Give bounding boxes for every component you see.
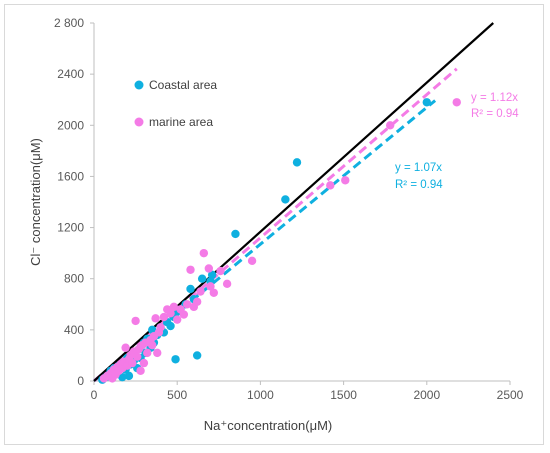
data-point	[281, 195, 290, 204]
trend-r2-coastal: R² = 0.94	[395, 179, 443, 191]
data-point	[231, 229, 240, 239]
data-point	[196, 287, 205, 296]
data-point	[199, 248, 209, 258]
trend-equation-coastal: y = 1.07x	[395, 162, 442, 174]
y-tick-label: 800	[64, 272, 84, 286]
x-tick-label: 2000	[413, 388, 440, 402]
legend-label-coastal: Coastal area	[149, 78, 217, 92]
legend-marker-marine	[134, 117, 144, 127]
data-point	[216, 266, 225, 276]
data-point	[192, 351, 202, 360]
data-point	[131, 316, 140, 326]
legend-marker-coastal	[134, 80, 144, 90]
data-point	[139, 358, 149, 368]
data-point	[341, 176, 350, 185]
data-point	[166, 321, 175, 331]
data-point	[192, 297, 202, 306]
data-point	[118, 372, 127, 382]
legend: Coastal area marine area	[134, 78, 217, 129]
annotation-coastal: y = 1.07x R² = 0.94	[395, 162, 443, 191]
data-point	[128, 358, 137, 368]
reference-line	[93, 22, 494, 382]
data-point	[326, 181, 335, 190]
data-point	[148, 341, 157, 350]
y-tick-label: 400	[64, 323, 84, 337]
data-point	[169, 302, 179, 312]
data-point	[222, 279, 232, 289]
data-point	[121, 343, 130, 352]
trend-r2-marine: R² = 0.94	[471, 108, 519, 120]
annotation-marine: y = 1.12x R² = 0.94	[471, 92, 519, 120]
data-point	[206, 282, 215, 291]
axes	[90, 22, 511, 385]
data-point	[292, 158, 302, 167]
x-tick-label: 1000	[247, 388, 274, 402]
data-point	[204, 264, 214, 273]
data-point	[171, 355, 180, 364]
chart-frame: 0 500 1000 1500 2000 2500 0 400 800 1200 1600 2000…	[4, 4, 544, 445]
x-tick-labels: 0 500 1000 1500 2000 2500	[91, 388, 524, 402]
x-tick-label: 0	[91, 388, 98, 402]
data-points	[98, 98, 461, 384]
legend-label-marine: marine area	[149, 115, 213, 129]
data-point	[209, 288, 219, 297]
y-tick-label: 2400	[57, 67, 84, 81]
data-point	[124, 371, 134, 381]
y-axis-title: Cl⁻ concentration(μM)	[28, 138, 43, 266]
data-point	[173, 315, 182, 324]
data-point	[186, 265, 195, 274]
x-tick-label: 500	[167, 388, 187, 402]
data-point	[422, 98, 431, 107]
trend-line-marine	[93, 67, 458, 383]
data-point	[151, 314, 160, 323]
data-point	[153, 348, 162, 358]
y-tick-label: 2000	[57, 118, 84, 132]
data-point	[133, 352, 142, 361]
data-point	[385, 121, 395, 130]
x-tick-label: 1500	[330, 388, 357, 402]
data-point	[247, 256, 257, 266]
data-point	[186, 284, 195, 294]
y-tick-label: 1600	[57, 169, 84, 183]
data-point	[166, 309, 175, 318]
data-point	[143, 348, 152, 358]
data-point	[159, 312, 169, 322]
trend-equation-marine: y = 1.12x	[471, 92, 518, 104]
x-axis-title: Na⁺concentration(μM)	[204, 418, 333, 433]
x-tick-label: 2500	[497, 388, 524, 402]
data-point	[136, 366, 145, 375]
data-point	[207, 270, 217, 280]
data-point	[452, 98, 461, 107]
y-tick-label: 1200	[57, 221, 84, 235]
series-marine	[99, 98, 461, 383]
data-point	[179, 310, 189, 319]
scatter-plot: 0 500 1000 1500 2000 2500 0 400 800 1200 1600 2000…	[28, 16, 524, 433]
data-point	[182, 300, 192, 309]
y-tick-label: 0	[77, 374, 84, 388]
y-tick-labels: 0 400 800 1200 1600 2000 2400 2 800	[54, 16, 84, 388]
y-tick-label: 2 800	[54, 16, 84, 30]
data-point	[156, 323, 165, 332]
data-point	[197, 274, 207, 283]
